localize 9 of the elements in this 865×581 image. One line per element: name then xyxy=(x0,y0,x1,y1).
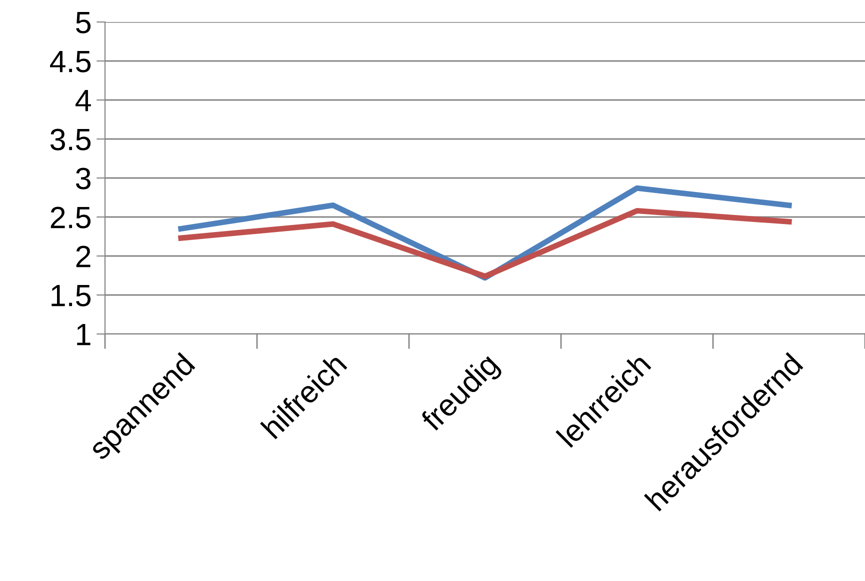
y-tick-label: 1 xyxy=(77,324,90,346)
y-tick-label: 2.5 xyxy=(50,206,91,228)
y-tick-label: 1.5 xyxy=(52,285,91,306)
y-tick-label: 5 xyxy=(76,12,91,34)
y-tick-label: 2 xyxy=(76,246,90,268)
y-tick-label: 4.5 xyxy=(50,51,91,72)
y-tick-label: 3.5 xyxy=(50,128,91,150)
y-tick-label: 4 xyxy=(76,90,91,112)
y-tick-label: 3 xyxy=(76,168,90,190)
